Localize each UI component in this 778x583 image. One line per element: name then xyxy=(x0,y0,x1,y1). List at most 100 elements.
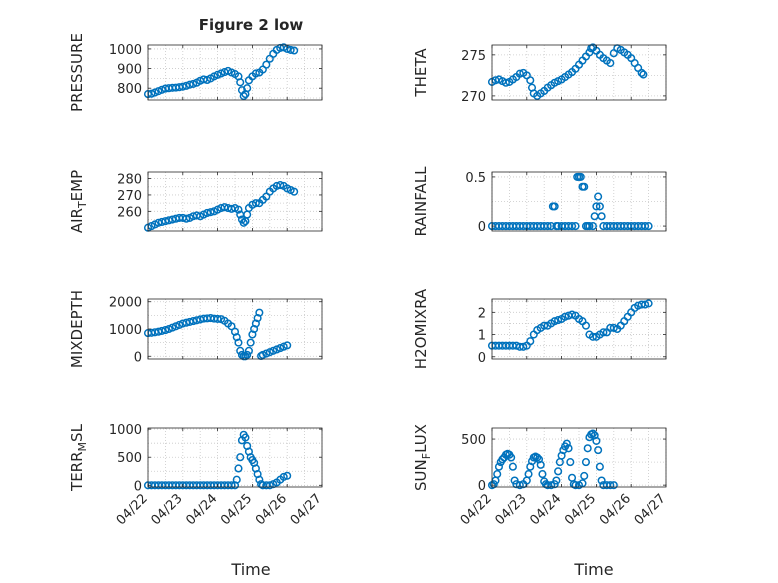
y-axis-label: MIXDEPTH xyxy=(68,290,86,368)
y-axis-label: THETA xyxy=(412,48,430,98)
data-point xyxy=(590,212,599,221)
data-point xyxy=(279,472,288,481)
y-tick-label: 500 xyxy=(117,451,142,466)
data-point xyxy=(641,300,650,309)
data-point xyxy=(639,70,648,79)
data-point xyxy=(189,79,198,88)
x-tick-label: 04/23 xyxy=(149,491,186,528)
x-tick-label: 04/23 xyxy=(493,491,530,528)
y-tick-label: 1 xyxy=(478,329,486,344)
data-point xyxy=(161,326,170,335)
data-point xyxy=(606,481,615,490)
data-point xyxy=(595,202,604,211)
series-theta xyxy=(487,43,648,100)
y-axis-label: AIRTEMP xyxy=(68,170,89,233)
data-point xyxy=(283,471,292,480)
y-tick-label: 275 xyxy=(461,49,486,64)
data-point xyxy=(243,210,252,219)
data-point xyxy=(241,352,250,361)
data-point xyxy=(255,308,264,317)
data-point xyxy=(526,76,535,85)
data-point xyxy=(255,475,264,484)
axes-box xyxy=(491,171,667,232)
y-tick-label: 260 xyxy=(117,205,142,220)
data-point xyxy=(581,321,591,330)
data-point xyxy=(276,181,285,190)
data-point xyxy=(583,444,592,453)
x-tick-label: 04/22 xyxy=(114,491,151,528)
data-point xyxy=(644,222,653,231)
x-axis-label-right: Time xyxy=(573,560,613,579)
data-point xyxy=(236,78,245,87)
data-point xyxy=(562,439,571,448)
data-point xyxy=(595,462,604,471)
grid-layer xyxy=(147,45,667,487)
data-point xyxy=(241,433,250,442)
y-tick-label: 280 xyxy=(117,173,142,188)
data-point xyxy=(547,481,556,490)
data-point xyxy=(290,46,299,55)
data-point xyxy=(609,481,618,490)
data-point xyxy=(493,470,502,479)
y-axis-label: SUNFLUX xyxy=(412,424,433,491)
data-point xyxy=(592,436,601,445)
data-point xyxy=(239,218,248,227)
data-point xyxy=(550,317,559,326)
axes-box xyxy=(491,44,667,101)
x-axis-label-left: Time xyxy=(230,560,270,579)
data-point xyxy=(580,182,589,191)
y-axis-label: PRESSURE xyxy=(68,33,86,112)
data-point xyxy=(182,81,191,90)
data-point xyxy=(251,69,260,78)
data-point xyxy=(567,473,577,482)
series-h2omixra xyxy=(487,299,653,351)
axes-box xyxy=(491,427,667,488)
y-tick-label: 1000 xyxy=(109,423,142,438)
data-point xyxy=(246,338,255,347)
data-point xyxy=(641,222,650,231)
data-point xyxy=(644,299,653,308)
data-point xyxy=(262,60,271,69)
data-point xyxy=(594,192,603,201)
y-tick-label: 0 xyxy=(478,479,486,494)
y-tick-label: 0.5 xyxy=(465,171,486,186)
data-point xyxy=(519,342,528,351)
data-point xyxy=(265,481,274,490)
data-point xyxy=(526,337,535,346)
y-axis-label: RAINFALL xyxy=(412,166,430,237)
data-point xyxy=(555,458,564,467)
data-point xyxy=(581,458,591,467)
data-point xyxy=(552,476,561,485)
x-tick-label: 04/22 xyxy=(458,491,495,528)
data-point xyxy=(597,476,606,485)
axes-layer xyxy=(147,44,667,488)
figure-title: Figure 2 low xyxy=(199,16,304,34)
data-point xyxy=(540,321,549,330)
data-point xyxy=(588,222,597,231)
y-tick-label: 2 xyxy=(478,306,486,321)
y-tick-label: 270 xyxy=(117,189,142,204)
data-point xyxy=(554,316,563,325)
y-tick-label: 1000 xyxy=(109,323,142,338)
y-axis-label: TERRMSL xyxy=(68,423,89,492)
series-rainfall xyxy=(487,172,653,231)
x-tick-label: 04/26 xyxy=(253,491,290,528)
data-point xyxy=(567,310,577,319)
data-point xyxy=(244,346,253,355)
data-point xyxy=(501,78,510,87)
data-point xyxy=(243,350,252,359)
data-point xyxy=(550,202,559,211)
data-point xyxy=(536,460,545,469)
data-point xyxy=(239,92,248,101)
data-point xyxy=(236,453,245,462)
data-point xyxy=(543,222,552,231)
y-tick-label: 270 xyxy=(461,90,486,105)
data-point xyxy=(588,332,597,341)
data-point xyxy=(251,199,260,208)
x-tick-label: 04/24 xyxy=(527,491,564,528)
series-mixdepth xyxy=(143,308,292,361)
y-tick-label: 900 xyxy=(117,63,142,78)
data-point xyxy=(213,314,222,323)
data-point xyxy=(585,222,594,231)
